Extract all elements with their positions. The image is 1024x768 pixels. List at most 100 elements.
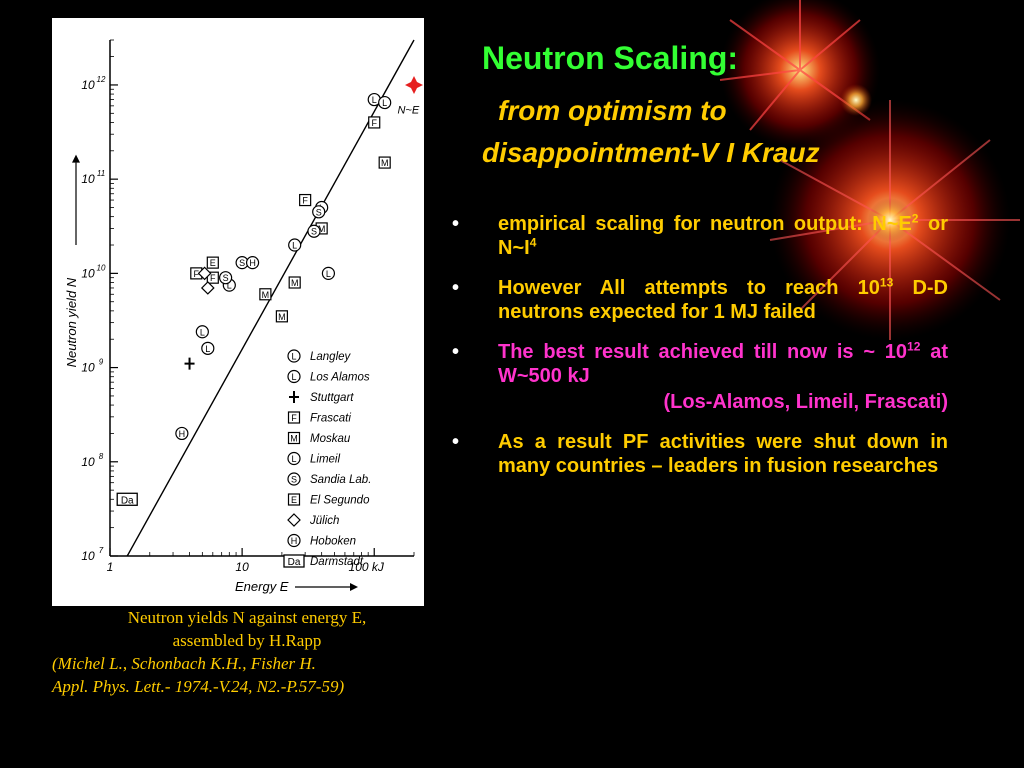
- legend-label: Los Alamos: [310, 372, 370, 384]
- data-point-marker: [206, 256, 219, 269]
- bullet-text: empirical scaling for neutron output: N~…: [498, 213, 912, 235]
- legend-label: Limeil: [310, 454, 340, 466]
- bullet-dot-icon: •: [452, 341, 460, 363]
- fireworks-decoration: [719, 0, 1020, 340]
- data-point-label: S: [311, 227, 317, 237]
- data-point-label: L: [291, 454, 296, 464]
- caption-line-1: Neutron yields N against energy E,: [127, 608, 367, 627]
- data-point-label: M: [262, 290, 270, 300]
- x-axis-arrowhead: [350, 583, 358, 591]
- y-tick-label: 10: [81, 455, 95, 469]
- data-point-marker: [288, 238, 302, 252]
- data-point-marker: [287, 411, 301, 424]
- data-point-label: H: [179, 429, 186, 439]
- data-point-label: Da: [121, 495, 134, 506]
- data-point-label: F: [302, 196, 308, 206]
- data-point-label: M: [318, 224, 326, 234]
- data-point-marker: [287, 533, 301, 548]
- bullet-dot-icon: •: [452, 213, 460, 235]
- data-point-marker: [287, 431, 301, 445]
- data-point-marker: [287, 513, 301, 527]
- legend-label: Jülich: [309, 515, 339, 527]
- data-point-marker: [116, 492, 138, 506]
- data-point-marker: [378, 156, 391, 169]
- data-point-label: S: [316, 207, 322, 217]
- data-point-marker: [287, 472, 301, 486]
- data-point-marker: [368, 116, 381, 129]
- data-point-label: L: [326, 269, 331, 279]
- slide-subtitle: from optimism to disappointment-V I Krau…: [482, 90, 962, 174]
- bullet-sup: 13: [879, 275, 894, 290]
- y-axis-arrowhead: [72, 154, 80, 163]
- data-point-label: L: [227, 281, 232, 291]
- y-tick-label: 10: [81, 549, 95, 563]
- y-tick-exponent: 9: [99, 358, 104, 367]
- data-point-label: E: [291, 495, 297, 505]
- data-point-label: L: [382, 98, 387, 108]
- data-point-marker: [184, 357, 195, 370]
- data-point-marker: [206, 271, 219, 284]
- data-point-label: E: [210, 258, 216, 268]
- bullet-text: or N~I: [498, 213, 948, 259]
- data-point-label: S: [223, 273, 229, 283]
- data-point-marker: [299, 193, 312, 207]
- data-point-marker: [312, 205, 326, 219]
- y-tick-label: 10: [81, 266, 95, 280]
- x-tick-label: 10: [235, 560, 249, 574]
- data-point-label: L: [205, 344, 210, 354]
- data-point-label: F: [371, 118, 377, 128]
- y-tick-label: 10: [81, 78, 95, 92]
- figure-caption: Neutron yields N against energy E, assem…: [52, 606, 452, 698]
- bullet-text: As a result PF activities were shut down…: [498, 431, 948, 477]
- data-point-marker: [321, 266, 336, 280]
- data-point-marker: [175, 426, 189, 441]
- data-point-marker: [275, 310, 288, 323]
- x-tick-label: 100 kJ: [349, 560, 385, 574]
- data-point-label: L: [372, 95, 377, 105]
- data-point-label: M: [278, 312, 286, 322]
- y-tick-label: 10: [81, 361, 95, 375]
- y-tick-exponent: 7: [99, 546, 104, 555]
- bullet-note: (Los-Alamos, Limeil, Frascati): [663, 391, 948, 413]
- data-point-label: F: [210, 273, 216, 283]
- data-point-label: L: [292, 241, 297, 251]
- legend-label: Langley: [310, 351, 352, 363]
- y-tick-exponent: 12: [97, 75, 106, 84]
- data-point-marker: [200, 281, 215, 295]
- bullet-sup: 12: [907, 339, 921, 354]
- data-point-label: Da: [288, 557, 301, 568]
- y-axis-label: Neutron yield N: [64, 277, 79, 367]
- legend-label: Darmstadt: [310, 556, 364, 568]
- caption-line-3: (Michel L., Schonbach K.H., Fisher H.: [52, 654, 316, 673]
- y-tick-label: 10: [81, 172, 95, 186]
- subtitle-line-2: disappointment-V I Krauz: [482, 137, 820, 168]
- bullet-dot-icon: •: [452, 431, 460, 453]
- bullet-list: • empirical scaling for neutron output: …: [452, 212, 948, 494]
- data-point-label: F: [291, 413, 297, 423]
- bullet-text: D-D neutrons expected for 1 MJ failed: [498, 277, 949, 323]
- bullet-text: However All attempts to reach 10: [498, 277, 880, 299]
- data-point-label: M: [381, 158, 389, 168]
- data-point-label: M: [290, 434, 298, 444]
- bullet-scaling: • empirical scaling for neutron output: …: [452, 212, 948, 260]
- bullet-dot-icon: •: [452, 277, 460, 299]
- data-point-marker: [287, 369, 301, 384]
- firework-right: [769, 84, 1020, 340]
- y-tick-exponent: 10: [97, 263, 106, 272]
- legend-label: Hoboken: [310, 536, 356, 548]
- data-point-label: H: [249, 258, 256, 268]
- data-point-marker: [287, 493, 301, 506]
- x-tick-label: 1: [107, 560, 114, 574]
- neutron-yield-chart: 1 10 100 kJ 10 7 10 8 10 9 10 10 10 11 10 12 Energy E Ne…: [52, 18, 424, 606]
- x-axis-label: Energy E: [235, 579, 289, 594]
- data-point-marker: [405, 75, 423, 94]
- data-point-label: L: [291, 372, 296, 382]
- caption-line-4: Appl. Phys. Lett.- 1974.-V.24, N2.-P.57-…: [52, 677, 345, 696]
- data-point-label: F: [194, 269, 200, 279]
- bullet-sup: 4: [529, 235, 537, 250]
- data-point-label: L: [200, 327, 205, 337]
- data-point-marker: [201, 341, 215, 355]
- legend-label: Stuttgart: [310, 392, 354, 404]
- y-tick-exponent: 8: [99, 452, 104, 461]
